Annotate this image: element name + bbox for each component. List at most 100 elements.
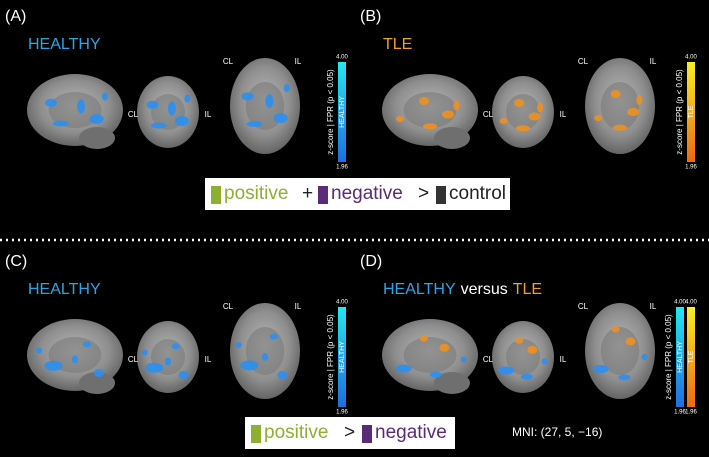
activation-blob bbox=[396, 116, 404, 122]
activation-blob bbox=[167, 101, 176, 116]
brain-inner bbox=[600, 82, 640, 130]
colorbar-name: TLE bbox=[688, 350, 695, 363]
activation-blob bbox=[537, 102, 544, 113]
activation-blob bbox=[241, 92, 254, 101]
colorbar-axis-label: z-score | FPR (p < 0.05) bbox=[675, 69, 684, 155]
activation-blob bbox=[184, 94, 191, 103]
colorbar-min: 1.96 bbox=[674, 410, 686, 416]
colorbar bbox=[676, 307, 684, 407]
colorbar-min: 1.96 bbox=[336, 410, 348, 416]
activation-blob bbox=[145, 362, 164, 373]
icon-control bbox=[436, 186, 446, 204]
brain-inner bbox=[403, 92, 457, 128]
orientation-label: IL bbox=[295, 57, 302, 66]
legend-text: + bbox=[302, 183, 313, 204]
legend-top: positive + negative > control bbox=[205, 178, 510, 210]
activation-blob bbox=[497, 366, 514, 375]
activation-blob bbox=[235, 342, 242, 348]
colorbar-min: 1.96 bbox=[685, 410, 697, 416]
orientation-label: CL bbox=[223, 57, 234, 66]
panel-label: (B) bbox=[360, 8, 381, 25]
icon-positive bbox=[211, 186, 221, 204]
orientation-label: IL bbox=[560, 355, 567, 364]
activation-blob bbox=[625, 337, 636, 346]
activation-blob bbox=[240, 360, 259, 371]
activation-blob bbox=[36, 347, 42, 354]
activation-blob bbox=[178, 371, 189, 379]
legend-text: control bbox=[449, 183, 506, 204]
activation-blob bbox=[611, 326, 620, 333]
colorbar-max: 4.00 bbox=[685, 300, 697, 306]
activation-blob bbox=[516, 125, 530, 132]
activation-blob bbox=[262, 353, 268, 361]
brain-inner bbox=[403, 337, 457, 373]
colorbar-min: 1.96 bbox=[336, 165, 348, 171]
activation-blob bbox=[45, 98, 57, 107]
panel-title: HEALTHY bbox=[28, 36, 101, 53]
activation-blob bbox=[460, 356, 467, 363]
legend-bottom: positive > negative bbox=[245, 417, 455, 449]
activation-blob bbox=[146, 100, 159, 109]
activation-blob bbox=[641, 354, 648, 360]
activation-blob bbox=[627, 108, 640, 116]
orientation-label: CL bbox=[128, 355, 139, 364]
activation-blob bbox=[528, 112, 541, 121]
panel-label: (C) bbox=[5, 253, 27, 270]
activation-blob bbox=[273, 113, 288, 123]
activation-blob bbox=[277, 371, 288, 379]
orientation-label: CL bbox=[128, 110, 139, 119]
activation-blob bbox=[171, 343, 180, 350]
activation-blob bbox=[423, 123, 437, 130]
colorbar-name: HEALTHY bbox=[339, 96, 346, 128]
activation-blob bbox=[610, 90, 621, 98]
activation-blob bbox=[283, 84, 290, 92]
cerebellum bbox=[434, 127, 470, 149]
orientation-label: CL bbox=[578, 57, 589, 66]
colorbar bbox=[687, 307, 695, 407]
activation-blob bbox=[613, 124, 627, 131]
colorbar-max: 4.00 bbox=[685, 55, 697, 61]
panel-title: HEALTHY bbox=[28, 281, 101, 298]
activation-blob bbox=[442, 110, 454, 119]
activation-blob bbox=[83, 341, 91, 348]
activation-blob bbox=[102, 92, 108, 101]
activation-blob bbox=[174, 116, 189, 126]
orientation-label: CL bbox=[483, 355, 494, 364]
legend-box bbox=[205, 178, 510, 210]
activation-blob bbox=[141, 349, 148, 356]
activation-blob bbox=[439, 343, 450, 352]
activation-blob bbox=[499, 118, 508, 124]
orientation-label: IL bbox=[560, 110, 567, 119]
activation-blob bbox=[592, 365, 609, 373]
activation-blob bbox=[618, 374, 631, 381]
activation-blob bbox=[636, 95, 643, 105]
icon-positive bbox=[251, 425, 261, 443]
colorbar-max: 4.00 bbox=[674, 300, 686, 306]
activation-blob bbox=[514, 99, 525, 107]
activation-blob bbox=[52, 120, 69, 127]
activation-blob bbox=[395, 364, 412, 373]
panel-title: versus bbox=[461, 281, 508, 298]
legend-text: > bbox=[418, 183, 429, 204]
activation-blob bbox=[453, 100, 460, 111]
colorbar-name: HEALTHY bbox=[677, 341, 684, 373]
mni-coordinates: MNI: (27, 5, −16) bbox=[512, 425, 602, 439]
legend-text: > bbox=[344, 422, 355, 443]
activation-blob bbox=[541, 358, 548, 365]
brain-inner bbox=[505, 94, 541, 130]
orientation-label: IL bbox=[650, 302, 657, 311]
colorbar-axis-label: z-score | FPR (p < 0.05) bbox=[326, 69, 335, 155]
cerebellum bbox=[434, 372, 470, 394]
colorbar bbox=[338, 62, 346, 162]
colorbar-name: HEALTHY bbox=[339, 341, 346, 373]
colorbar-axis-label: z-score | FPR (p < 0.05) bbox=[326, 314, 335, 400]
orientation-label: CL bbox=[483, 110, 494, 119]
activation-blob bbox=[419, 97, 429, 105]
activation-blob bbox=[94, 369, 104, 377]
icon-negative bbox=[318, 186, 328, 204]
panel-title: TLE bbox=[513, 281, 542, 298]
panel-label: (D) bbox=[360, 253, 382, 270]
